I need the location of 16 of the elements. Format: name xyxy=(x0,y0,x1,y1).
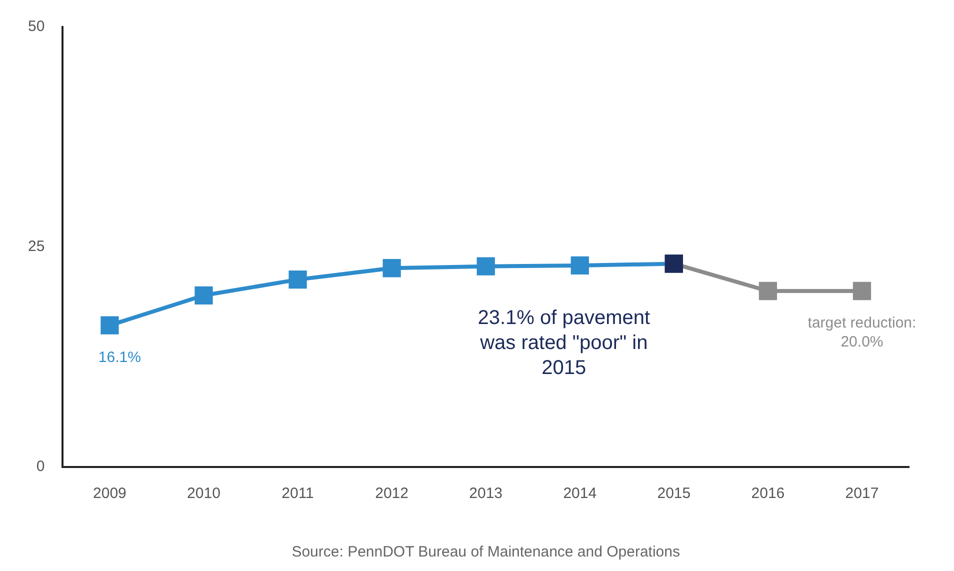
x-tick-label: 2011 xyxy=(282,485,314,502)
annotation: target reduction: 20.0% xyxy=(808,314,916,351)
annotation: 16.1% xyxy=(98,348,141,366)
x-tick-label: 2013 xyxy=(469,485,503,502)
x-tick-label: 2010 xyxy=(187,485,220,502)
y-tick-label: 0 xyxy=(36,458,45,476)
x-tick-label: 2016 xyxy=(751,485,785,502)
x-tick-label: 2014 xyxy=(563,485,597,502)
x-tick-label: 2015 xyxy=(657,485,691,502)
x-tick-label: 2017 xyxy=(845,485,879,502)
x-tick-label: 2012 xyxy=(375,485,408,502)
x-tick-label: 2009 xyxy=(93,485,126,502)
y-tick-label: 25 xyxy=(28,238,45,256)
annotation: 23.1% of pavement was rated "poor" in 2015 xyxy=(478,307,651,380)
y-tick-label: 50 xyxy=(28,18,45,36)
source-note: Source: PennDOT Bureau of Maintenance and Operations xyxy=(292,544,680,561)
